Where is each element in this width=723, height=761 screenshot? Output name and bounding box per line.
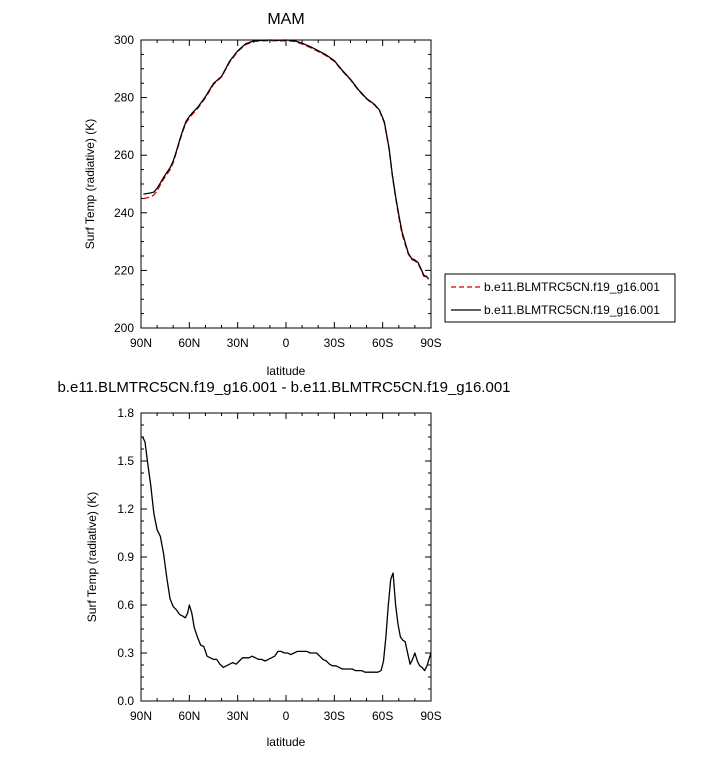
top-chart-x-tick-label: 60N [178, 336, 200, 350]
top-chart: 90N 60N 30N 0 30S 60S 90S 200 220 240 260 280 300 [114, 33, 442, 350]
bottom-chart-x-tick-label: 0 [283, 709, 290, 723]
bottom-chart-x-tick-label: 90S [420, 709, 441, 723]
top-chart-x-tick-label: 0 [283, 336, 290, 350]
top-chart-xlabel: latitude [267, 364, 306, 378]
bottom-chart-xlabel: latitude [267, 735, 306, 749]
top-chart-plot-frame [140, 39, 432, 329]
top-chart-y-tick-label: 300 [114, 33, 134, 47]
bottom-chart-x-tick-label: 90N [130, 709, 152, 723]
legend-box [444, 273, 676, 323]
bottom-chart-x-tick-label: 30S [324, 709, 345, 723]
top-chart-y-tick-label: 280 [114, 91, 134, 105]
top-chart-title: MAM [267, 11, 304, 28]
top-chart-y-tick-label: 200 [114, 321, 134, 335]
bottom-chart: 90N 60N 30N 0 30S 60S 90S 0.0 0.3 0.6 0.9 1.2 1.5 1.8 [117, 406, 441, 723]
bottom-chart-y-tick-label: 1.2 [117, 502, 134, 516]
top-chart-x-tick-label: 90S [420, 336, 441, 350]
top-chart-x-tick-label: 90N [130, 336, 152, 350]
top-chart-y-tick-label: 260 [114, 148, 134, 162]
top-chart-x-tick-label: 30N [227, 336, 249, 350]
bottom-chart-series-line-1 [142, 436, 432, 673]
top-chart-series-line-1 [143, 39, 430, 280]
legend: b.e11.BLMTRC5CN.f19_g16.001 b.e11.BLMTRC… [444, 273, 676, 323]
top-chart-y-tick-label: 240 [114, 206, 134, 220]
bottom-chart-y-tick-label: 1.5 [117, 454, 134, 468]
top-chart-y-tick-label: 220 [114, 263, 134, 277]
bottom-chart-y-tick-label: 0.9 [117, 550, 134, 564]
top-chart-ylabel: Surf Temp (radiative) (K) [83, 119, 97, 249]
bottom-chart-x-tick-label: 30N [227, 709, 249, 723]
bottom-chart-y-tick-label: 0.3 [117, 646, 134, 660]
legend-label-series-1: b.e11.BLMTRC5CN.f19_g16.001 [484, 280, 660, 294]
bottom-chart-y-tick-label: 0.0 [117, 694, 134, 708]
top-chart-series-line-2 [143, 39, 430, 280]
bottom-chart-x-tick-label: 60S [372, 709, 393, 723]
bottom-chart-title: b.e11.BLMTRC5CN.f19_g16.001 - b.e11.BLMT… [57, 379, 510, 396]
bottom-chart-plot-frame [140, 412, 432, 702]
top-chart-x-tick-label: 30S [324, 336, 345, 350]
bottom-chart-ylabel: Surf Temp (radiative) (K) [85, 492, 99, 622]
bottom-chart-y-tick-label: 1.8 [117, 406, 134, 420]
legend-label-series-2: b.e11.BLMTRC5CN.f19_g16.001 [484, 303, 660, 317]
top-chart-x-tick-label: 60S [372, 336, 393, 350]
bottom-chart-y-tick-label: 0.6 [117, 598, 134, 612]
bottom-chart-x-tick-label: 60N [178, 709, 200, 723]
